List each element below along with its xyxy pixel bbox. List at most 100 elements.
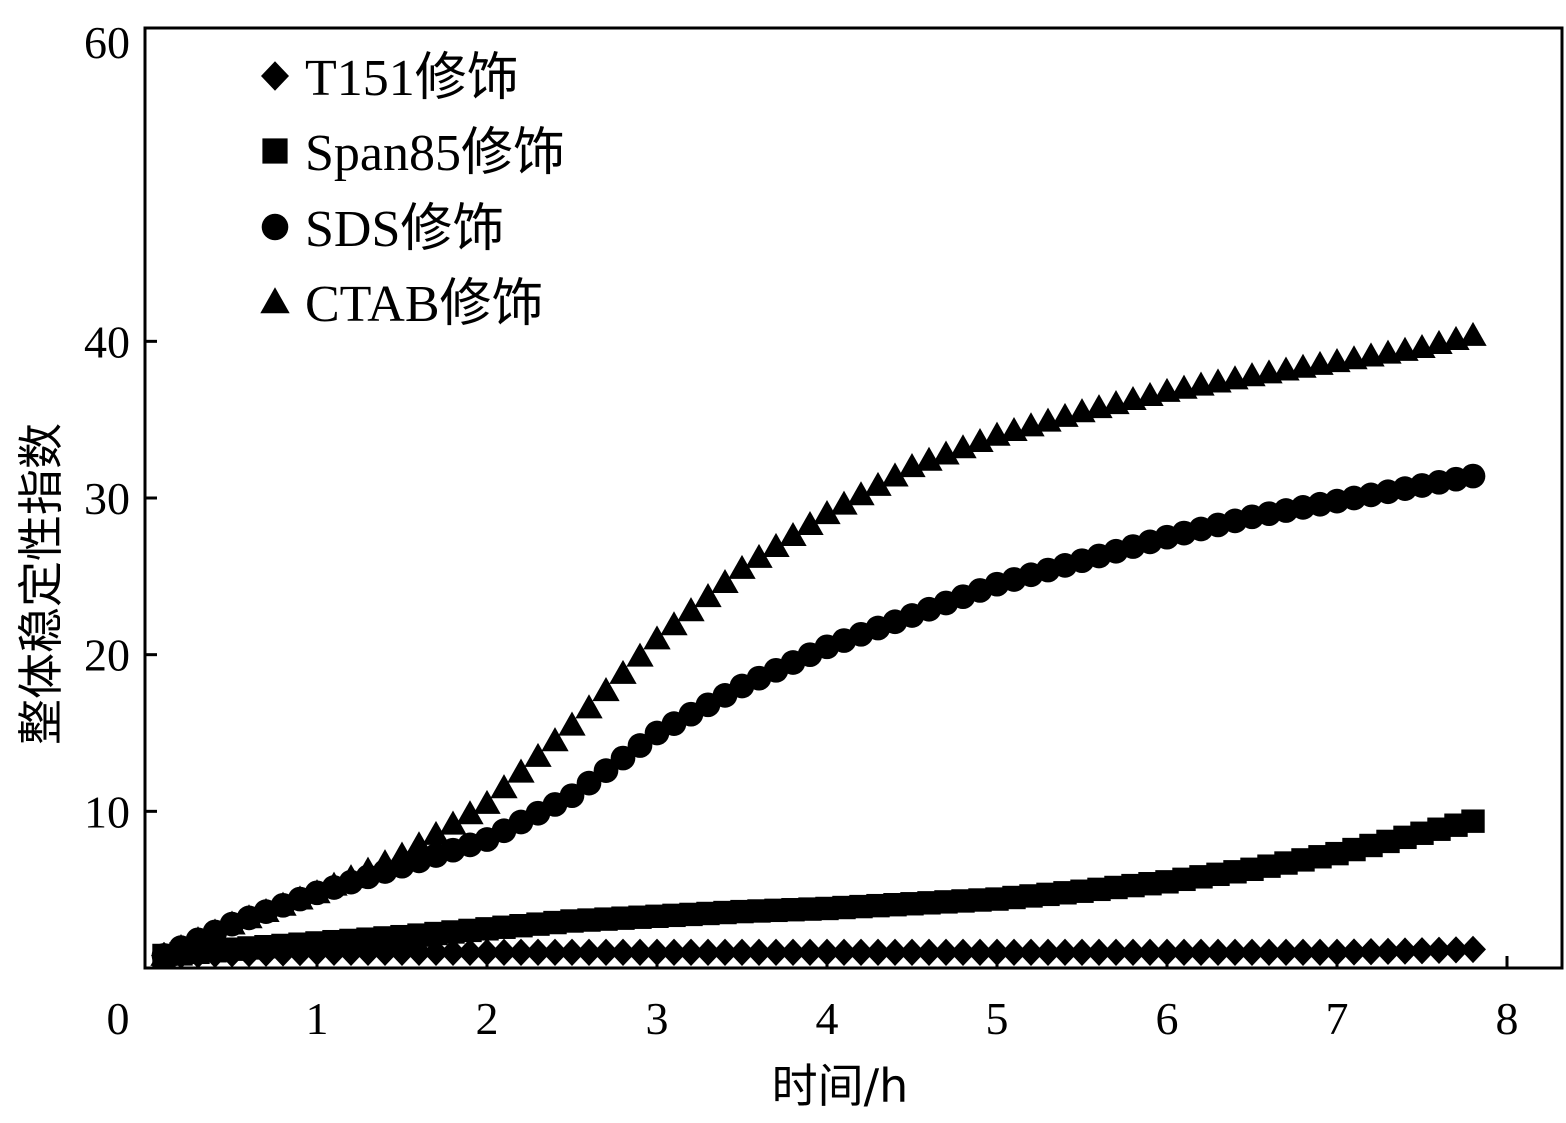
data-point <box>966 427 994 452</box>
data-point <box>644 938 670 966</box>
data-point <box>1154 938 1180 966</box>
data-point <box>218 910 246 935</box>
series-triangle <box>150 321 1487 966</box>
data-point <box>610 938 636 966</box>
data-point <box>167 933 195 959</box>
y-tick-label: 20 <box>84 630 130 681</box>
data-point <box>933 938 959 966</box>
data-point <box>864 471 892 496</box>
data-point <box>967 938 993 966</box>
data-point <box>592 677 620 702</box>
data-point <box>541 727 569 752</box>
data-point <box>932 440 960 465</box>
x-tick-label: 3 <box>646 993 669 1044</box>
data-point <box>269 891 297 916</box>
data-point <box>916 938 942 966</box>
data-point <box>661 938 687 966</box>
data-point <box>796 510 824 536</box>
data-point <box>1035 938 1061 966</box>
data-point <box>371 849 399 874</box>
data-point <box>830 490 858 515</box>
legend-item: T151修饰 <box>261 50 519 107</box>
data-point <box>847 481 875 506</box>
legend-marker <box>261 61 289 91</box>
data-point <box>610 745 636 771</box>
legend-label: Span85修饰 <box>305 125 565 182</box>
data-point <box>1171 938 1197 966</box>
data-point <box>508 938 534 966</box>
data-point <box>1375 937 1401 966</box>
data-point <box>201 918 229 943</box>
data-point <box>712 938 738 966</box>
data-point <box>1460 463 1486 489</box>
data-point <box>1120 938 1146 966</box>
data-point <box>677 597 705 622</box>
data-point <box>559 783 585 809</box>
data-point <box>1392 937 1418 965</box>
legend-label: T151修饰 <box>305 50 519 107</box>
plot-area <box>150 321 1487 970</box>
data-point <box>252 897 280 922</box>
x-tick-label: 5 <box>986 993 1009 1044</box>
x-tick-label: 1 <box>306 993 329 1044</box>
data-point <box>899 938 925 966</box>
data-point <box>559 938 585 966</box>
data-point <box>1137 938 1163 966</box>
data-point <box>303 879 331 904</box>
x-tick-label: 6 <box>1156 993 1179 1044</box>
legend-label: CTAB修饰 <box>305 276 544 333</box>
data-point <box>507 758 535 783</box>
y-tick-label: 60 <box>84 17 130 68</box>
legend-marker <box>261 213 289 241</box>
data-point <box>575 694 603 719</box>
data-point <box>882 938 908 966</box>
data-point <box>457 938 483 966</box>
x-axis-label: 时间/h <box>772 1059 909 1113</box>
data-point <box>1461 809 1485 833</box>
data-point <box>576 938 602 966</box>
data-point <box>627 938 653 966</box>
axes: 0 1 2 3 4 5 6 7 8 10 20 30 40 60 <box>84 17 1564 1044</box>
data-point <box>609 659 637 684</box>
data-point <box>542 938 568 966</box>
data-point <box>1018 938 1044 966</box>
data-point <box>558 711 586 736</box>
legend-marker <box>260 287 290 314</box>
data-point <box>865 938 891 966</box>
data-point <box>150 941 178 966</box>
legend-label: SDS修饰 <box>305 201 504 258</box>
data-point <box>1324 938 1350 966</box>
data-point <box>1086 938 1112 966</box>
data-point <box>898 453 926 478</box>
data-point <box>814 938 840 966</box>
data-point <box>1426 936 1452 964</box>
y-axis-label: 整体稳定性指数 <box>14 423 68 745</box>
data-point <box>593 938 619 966</box>
data-point <box>762 532 790 557</box>
data-point <box>1222 938 1248 966</box>
data-point <box>1256 938 1282 966</box>
data-point <box>660 611 688 636</box>
data-point <box>286 885 314 910</box>
data-point <box>1205 938 1231 966</box>
data-point <box>626 642 654 667</box>
x-tick-label: 2 <box>476 993 499 1044</box>
data-point <box>525 938 551 966</box>
data-point <box>1239 938 1265 966</box>
legend-item: CTAB修饰 <box>260 276 544 333</box>
data-point <box>524 742 552 767</box>
legend-marker <box>262 138 288 164</box>
data-point <box>643 625 671 650</box>
data-point <box>1001 938 1027 966</box>
y-tick-label: 30 <box>84 473 130 524</box>
data-point <box>354 856 382 881</box>
data-point <box>831 938 857 966</box>
legend: T151修饰 Span85修饰 SDS修饰 CTAB修饰 <box>260 50 565 333</box>
data-point <box>473 789 501 814</box>
data-point <box>746 938 772 966</box>
data-point <box>729 938 755 966</box>
x-tick-label: 4 <box>816 993 839 1044</box>
data-point <box>405 831 433 856</box>
data-point <box>881 462 909 487</box>
